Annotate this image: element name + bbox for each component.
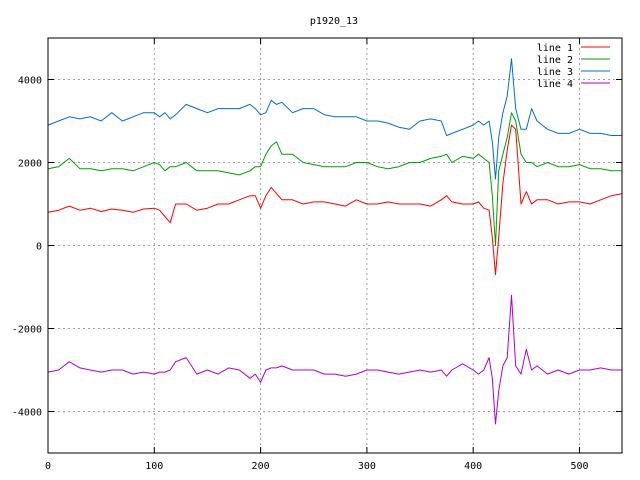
- legend-label-4: line 4: [537, 79, 573, 90]
- chart-title: p1920_13: [310, 16, 358, 27]
- plot-frame: [47, 37, 623, 454]
- x-tick-label: 300: [358, 461, 376, 472]
- legend-label-2: line 2: [537, 55, 573, 66]
- x-tick-label: 200: [252, 461, 270, 472]
- series-line-2: [47, 112, 622, 246]
- y-tick-label: -2000: [12, 325, 42, 336]
- legend-label-1: line 1: [537, 43, 573, 54]
- series-line-1: [47, 124, 623, 276]
- y-tick-label: -4000: [12, 408, 42, 419]
- y-tick-label: 0: [36, 242, 42, 253]
- x-tick-label: 100: [145, 461, 163, 472]
- legend-label-3: line 3: [537, 67, 573, 78]
- x-tick-label: 0: [45, 461, 51, 472]
- y-tick-label: 2000: [18, 159, 42, 170]
- series-line-4: [47, 294, 622, 425]
- y-tick-label: 4000: [18, 76, 42, 87]
- series-group: [47, 58, 623, 425]
- x-tick-label: 500: [570, 461, 588, 472]
- axis-ticks: 0 100 200 300 400 500 -4000 -2000 0 2000 4000: [12, 38, 622, 472]
- grid: [48, 38, 622, 453]
- series-line-3: [47, 58, 622, 180]
- x-tick-label: 400: [464, 461, 482, 472]
